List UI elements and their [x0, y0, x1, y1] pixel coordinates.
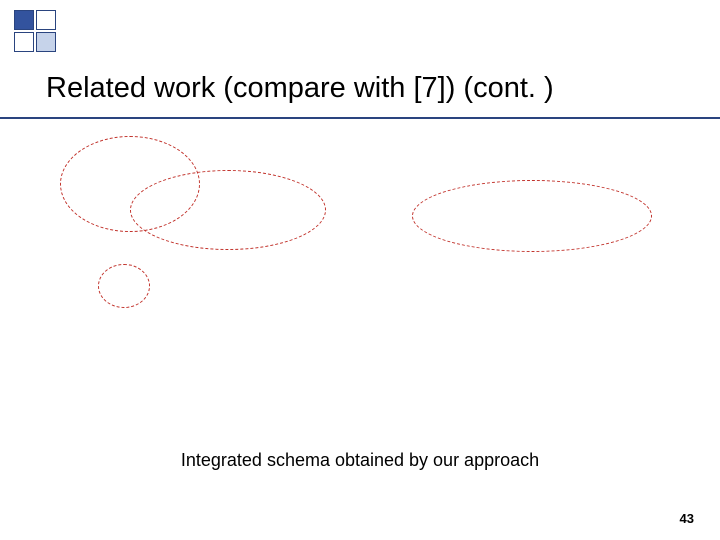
title-underline [0, 117, 720, 119]
diagram-ellipse [130, 170, 326, 250]
diagram-ellipse [98, 264, 150, 308]
decor-square [36, 32, 56, 52]
page-number: 43 [680, 511, 694, 526]
diagram-area [0, 130, 720, 430]
decor-square [36, 10, 56, 30]
decor-square [14, 10, 34, 30]
figure-caption: Integrated schema obtained by our approa… [0, 450, 720, 471]
slide-title: Related work (compare with [7]) (cont. ) [46, 72, 554, 105]
decor-square [14, 32, 34, 52]
corner-decoration [0, 0, 100, 50]
slide-root: Related work (compare with [7]) (cont. )… [0, 0, 720, 540]
diagram-ellipse [412, 180, 652, 252]
